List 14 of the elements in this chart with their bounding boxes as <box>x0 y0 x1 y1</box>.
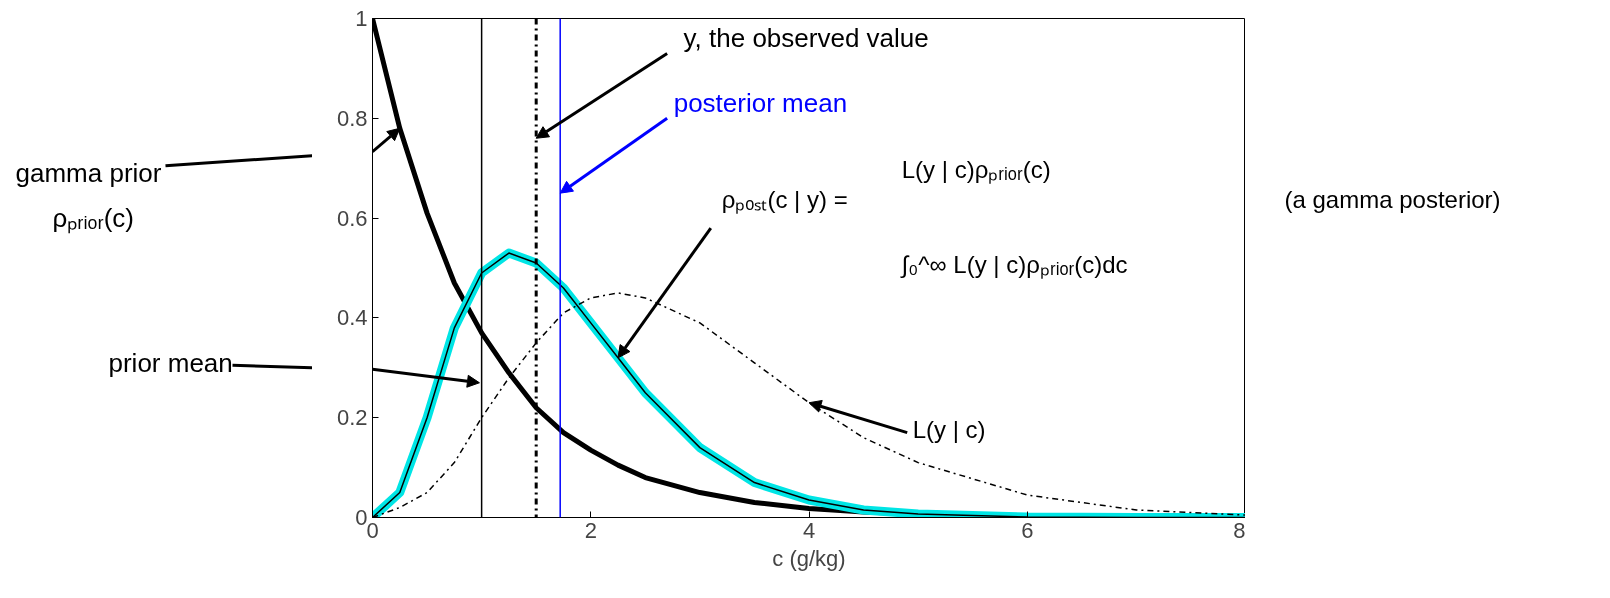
text: gamma prior <box>15 158 162 189</box>
text: prior mean <box>108 347 233 378</box>
x-tick-label: 6 <box>1021 517 1034 543</box>
text: (a gamma posterior) <box>1284 186 1501 214</box>
x-tick-label: 4 <box>802 517 816 543</box>
x-tick-label: 2 <box>584 517 597 543</box>
text: ρₚᵣᵢₒᵣ(c) <box>52 203 134 235</box>
x-tick-label: 8 <box>1233 517 1246 543</box>
y-tick-label: 0.6 <box>336 205 368 231</box>
x-axis-title: c (g/kg) <box>772 545 846 571</box>
y-tick-label: 0.2 <box>336 405 368 431</box>
y-tick-label: 0.4 <box>336 305 368 331</box>
y-tick-label: 0.8 <box>336 105 368 131</box>
y-tick-label: 1 <box>355 6 368 31</box>
